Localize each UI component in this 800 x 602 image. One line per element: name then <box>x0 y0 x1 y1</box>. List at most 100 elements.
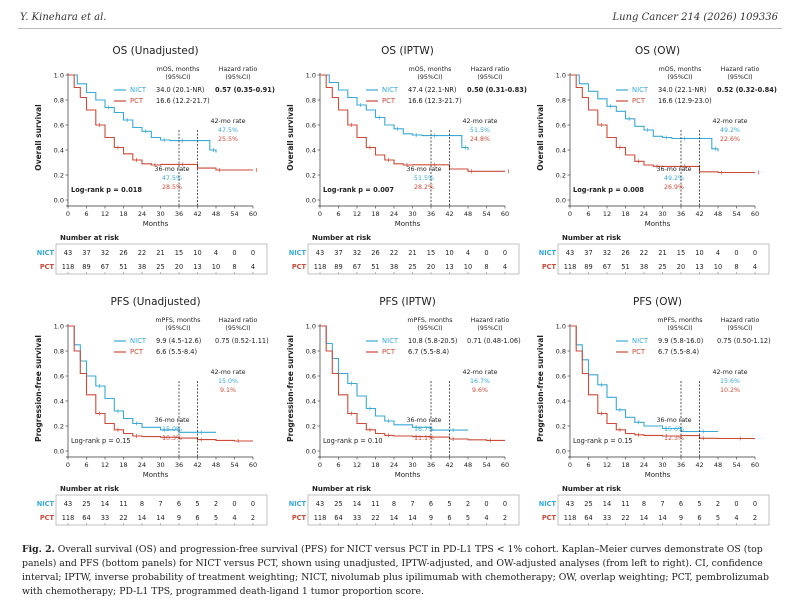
pct-median-value: 16.6 (12.9-23.0) <box>658 97 712 105</box>
risk-nict-cell: 8 <box>392 500 396 508</box>
x-tick-label: 36 <box>677 210 685 218</box>
caption-text: Overall survival (OS) and progression-fr… <box>22 544 769 597</box>
risk-nict-cell: 2 <box>466 500 470 508</box>
risk-nict-cell: 43 <box>316 500 324 508</box>
hr-header-ci: (95%CI) <box>477 325 502 332</box>
x-axis-label: Months <box>143 471 169 479</box>
risk-row-label-pct: PCT <box>40 263 55 271</box>
pct-survival-curve <box>320 325 505 441</box>
median-header: mPFS, months <box>155 317 200 324</box>
running-header-authors: Y. Kinehara et al. <box>20 12 107 23</box>
legend-pct: PCT <box>632 97 646 105</box>
rate42-label: 42-mo rate <box>462 118 497 125</box>
x-axis-label: Months <box>395 220 421 228</box>
y-tick-label: 0.0 <box>54 447 64 455</box>
risk-nict-cell: 0 <box>484 500 488 508</box>
nict-median-value: 34.0 (20.1-NR) <box>156 86 205 94</box>
risk-pct-cell: 64 <box>334 514 342 522</box>
risk-nict-cell: 11 <box>119 500 127 508</box>
x-tick-label: 30 <box>156 461 164 469</box>
risk-nict-cell: 0 <box>232 249 236 257</box>
risk-pct-cell: 8 <box>734 263 738 271</box>
risk-table-box <box>307 494 520 526</box>
risk-pct-cell: 25 <box>658 263 666 271</box>
x-tick-label: 12 <box>603 461 611 469</box>
y-tick-label: 0.4 <box>556 146 566 154</box>
legend-pct: PCT <box>130 97 144 105</box>
logrank-pvalue: Log-rank p = 0.15 <box>573 437 633 445</box>
risk-nict-cell: 11 <box>371 500 379 508</box>
risk-row-label-nict: NICT <box>37 249 55 257</box>
risk-pct-cell: 14 <box>658 514 666 522</box>
rate42-pct: 10.2% <box>720 387 740 394</box>
legend-pct: PCT <box>130 348 144 356</box>
risk-nict-cell: 37 <box>82 249 90 257</box>
rate36-pct: 12.3% <box>664 435 684 442</box>
x-tick-label: 6 <box>336 210 340 218</box>
risk-nict-cell: 0 <box>734 500 738 508</box>
risk-pct-cell: 33 <box>353 514 361 522</box>
y-axis-label: Progression-free survival <box>34 335 43 442</box>
hr-header: Hazard ratio <box>721 317 760 324</box>
risk-table-title: Number at risk <box>562 234 621 242</box>
hr-header-ci: (95%CI) <box>727 325 752 332</box>
rate42-pct: 9.1% <box>220 387 236 394</box>
risk-pct-cell: 14 <box>408 514 416 522</box>
risk-pct-cell: 118 <box>62 514 75 522</box>
y-tick-label: 0.6 <box>556 121 566 129</box>
risk-nict-cell: 10 <box>445 249 453 257</box>
risk-pct-cell: 118 <box>314 263 327 271</box>
kaplan-meier-figure: OS (Unadjusted) Overall survival 0.0 0.2 0.4… <box>34 45 777 526</box>
x-tick-label: 60 <box>249 461 257 469</box>
rate42-pct: 9.6% <box>472 387 488 394</box>
x-tick-label: 18 <box>621 210 629 218</box>
risk-pct-cell: 38 <box>138 263 146 271</box>
x-tick-label: 24 <box>390 210 398 218</box>
risk-pct-cell: 14 <box>640 514 648 522</box>
hr-header-ci: (95%CI) <box>727 74 752 81</box>
risk-pct-cell: 51 <box>119 263 127 271</box>
risk-pct-cell: 118 <box>564 263 577 271</box>
median-header: mOS, months <box>157 66 200 73</box>
header-rule <box>18 28 782 29</box>
risk-row-label-nict: NICT <box>289 249 307 257</box>
y-tick-label: 0.4 <box>306 146 316 154</box>
risk-pct-cell: 67 <box>353 263 361 271</box>
risk-pct-cell: 6 <box>447 514 451 522</box>
rate42-label: 42-mo rate <box>712 118 747 125</box>
hazard-ratio-value: 0.50 (0.31-0.83) <box>467 86 527 94</box>
legend-pct: PCT <box>382 97 396 105</box>
panel-title: PFS (OW) <box>633 296 682 308</box>
rate36-nict: 51.5% <box>414 175 434 182</box>
rate36-label: 36-mo rate <box>656 417 691 424</box>
x-tick-label: 24 <box>138 461 146 469</box>
km-panel: PFS (Unadjusted) Progression-free surviva… <box>34 296 269 526</box>
risk-pct-cell: 51 <box>621 263 629 271</box>
risk-table-box <box>557 243 770 275</box>
hazard-ratio-value: 0.57 (0.35-0.91) <box>215 86 275 94</box>
y-tick-label: 0.2 <box>54 422 64 430</box>
risk-nict-cell: 4 <box>716 249 720 257</box>
caption-label: Fig. 2. <box>22 544 55 555</box>
x-tick-label: 36 <box>175 461 183 469</box>
risk-nict-cell: 21 <box>156 249 164 257</box>
x-tick-label: 6 <box>84 461 88 469</box>
x-tick-label: 48 <box>714 461 722 469</box>
median-header-ci: (95%CI) <box>417 74 442 81</box>
y-tick-label: 1.0 <box>54 322 64 330</box>
y-tick-label: 1.0 <box>556 71 566 79</box>
km-panel: OS (IPTW) Overall survival 0.0 0.2 0.4 0.6 0.8… <box>286 45 527 275</box>
x-tick-label: 60 <box>501 461 509 469</box>
rate36-nict: 15.6% <box>664 426 684 433</box>
x-tick-label: 42 <box>445 461 453 469</box>
y-tick-label: 0.2 <box>556 422 566 430</box>
x-tick-label: 0 <box>568 210 572 218</box>
risk-pct-cell: 38 <box>390 263 398 271</box>
x-tick-label: 30 <box>658 210 666 218</box>
logrank-pvalue: Log-rank p = 0.10 <box>323 437 383 445</box>
risk-nict-cell: 22 <box>640 249 648 257</box>
x-tick-label: 0 <box>66 210 70 218</box>
rate42-label: 42-mo rate <box>210 118 245 125</box>
pct-median-value: 6.7 (5.5-8.4) <box>408 348 449 356</box>
risk-nict-cell: 0 <box>753 500 757 508</box>
